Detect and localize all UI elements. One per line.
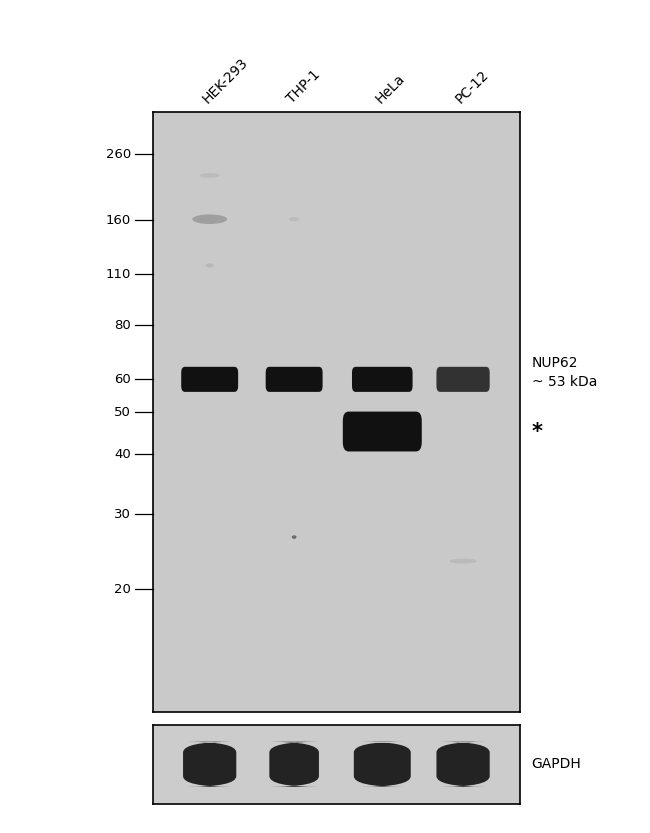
Text: HeLa: HeLa [372, 71, 407, 106]
Ellipse shape [292, 536, 296, 539]
Ellipse shape [289, 217, 300, 222]
FancyBboxPatch shape [436, 367, 489, 392]
Text: THP-1: THP-1 [284, 67, 323, 106]
Ellipse shape [205, 263, 214, 267]
FancyBboxPatch shape [266, 367, 322, 392]
FancyBboxPatch shape [354, 741, 411, 787]
Text: ~ 53 kDa: ~ 53 kDa [532, 375, 597, 389]
Text: PC-12: PC-12 [453, 67, 492, 106]
Text: 260: 260 [106, 148, 131, 161]
Ellipse shape [200, 173, 220, 177]
Text: 80: 80 [114, 319, 131, 332]
Text: 40: 40 [114, 448, 131, 461]
FancyBboxPatch shape [181, 367, 238, 392]
Ellipse shape [449, 559, 477, 563]
Text: NUP62: NUP62 [532, 357, 578, 371]
Ellipse shape [192, 214, 227, 224]
FancyBboxPatch shape [343, 412, 422, 451]
Text: GAPDH: GAPDH [532, 757, 582, 771]
FancyBboxPatch shape [352, 367, 413, 392]
Text: HEK-293: HEK-293 [200, 55, 251, 106]
Text: 160: 160 [106, 214, 131, 227]
Text: 50: 50 [114, 406, 131, 419]
Text: 20: 20 [114, 583, 131, 596]
Text: 60: 60 [114, 373, 131, 386]
FancyBboxPatch shape [183, 741, 237, 787]
Text: 110: 110 [106, 268, 131, 281]
FancyBboxPatch shape [269, 741, 319, 787]
FancyBboxPatch shape [436, 741, 489, 787]
Text: *: * [532, 421, 543, 441]
Text: 30: 30 [114, 508, 131, 521]
